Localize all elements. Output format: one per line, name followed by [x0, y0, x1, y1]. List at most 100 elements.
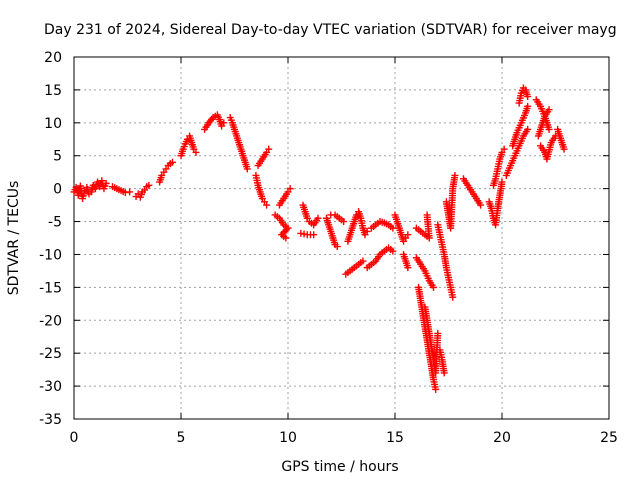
data-point: [545, 106, 553, 114]
x-axis-label: GPS time / hours: [281, 459, 398, 475]
x-tick-labels: 0 5 10 15 20 25: [70, 430, 618, 446]
series-arc-20: [485, 178, 506, 229]
data-point: [500, 145, 508, 153]
data-point: [524, 125, 532, 133]
series-arc-6: [177, 132, 200, 160]
data-point: [168, 158, 176, 166]
data-point: [281, 227, 289, 235]
data-points: [70, 84, 568, 393]
x-tick-label: 10: [279, 430, 297, 446]
data-point: [432, 385, 440, 393]
y-tick-labels: 20 15 10 5 0 -5 -10 -15 -20 -25 -30 -35: [39, 50, 62, 428]
series-arc-21b: [509, 102, 532, 150]
y-tick-label: -35: [39, 412, 62, 428]
data-point: [286, 185, 294, 193]
series-arc-19: [459, 175, 485, 209]
data-point: [404, 264, 412, 272]
chart-title: Day 231 of 2024, Sidereal Day-to-day VTE…: [44, 22, 617, 38]
plot-frame: [73, 56, 610, 420]
data-point: [451, 171, 459, 179]
series-arc-8: [226, 114, 251, 173]
y-axis-label: SDTVAR / TECUs: [6, 181, 22, 296]
x-tick-label: 20: [493, 430, 511, 446]
data-point: [524, 92, 532, 100]
series-arc-7: [201, 111, 228, 133]
data-point: [333, 243, 341, 251]
series-arc-25: [554, 125, 568, 153]
data-point: [389, 224, 397, 232]
series-arc-9: [252, 171, 271, 209]
series-arc-18: [434, 221, 457, 301]
x-tick-label: 15: [386, 430, 404, 446]
series-arc-22: [515, 84, 532, 107]
series-arc-24: [537, 132, 559, 163]
y-tick-label: -15: [39, 280, 62, 296]
y-tick-label: 15: [44, 83, 62, 99]
data-point: [524, 102, 532, 110]
x-tick-label: 0: [70, 430, 79, 446]
data-point: [423, 211, 431, 219]
data-point: [220, 119, 228, 127]
series-arc-17b: [421, 303, 442, 377]
series-arc-5: [156, 158, 176, 186]
y-tick-label: 10: [44, 116, 62, 132]
series-arc-13b: [342, 257, 367, 278]
data-point: [126, 188, 134, 196]
series-arc-3: [109, 183, 134, 197]
data-point: [145, 181, 153, 189]
y-tick-label: 20: [44, 50, 62, 66]
data-point: [359, 257, 367, 265]
series-arc-20b: [489, 145, 508, 189]
series-arc-11b: [297, 229, 318, 239]
data-point: [545, 125, 553, 133]
data-point: [265, 145, 273, 153]
y-tick-label: 5: [53, 149, 62, 165]
series-arc-9b: [254, 145, 273, 170]
series-arc-17c: [436, 346, 448, 377]
data-point: [449, 293, 457, 301]
series-arc-11: [299, 201, 322, 229]
data-point: [498, 178, 506, 186]
y-tick-label: -30: [39, 379, 62, 395]
y-tick-label: -5: [48, 215, 62, 231]
data-point: [192, 148, 200, 156]
data-point: [560, 145, 568, 153]
data-point: [282, 234, 290, 242]
data-point: [477, 201, 485, 209]
data-point: [363, 227, 371, 235]
series-arc-4: [132, 181, 153, 201]
data-point: [263, 201, 271, 209]
series-arc-15: [391, 211, 412, 245]
data-point: [404, 231, 412, 239]
data-point: [340, 218, 348, 226]
series-arc-18b: [442, 171, 459, 232]
series-arc-13: [344, 208, 371, 245]
data-point: [102, 179, 110, 187]
x-tick-label: 5: [177, 430, 186, 446]
series-arc-16b: [412, 254, 438, 291]
data-point: [389, 247, 397, 255]
series-arc-21: [502, 125, 532, 179]
y-tick-label: -25: [39, 346, 62, 362]
data-point: [314, 214, 322, 222]
series-arc-10b: [275, 185, 294, 209]
series-arc-14b: [363, 244, 397, 272]
data-point: [434, 329, 442, 337]
x-tick-label: 25: [600, 430, 618, 446]
data-point: [243, 165, 251, 173]
series-arc-23b: [534, 106, 553, 140]
series-arc-12b: [327, 211, 348, 226]
y-tick-label: 0: [53, 182, 62, 198]
series-arc-12: [323, 214, 341, 251]
data-point: [440, 369, 448, 377]
y-tick-label: -10: [39, 247, 62, 263]
series-arc-14: [367, 218, 397, 232]
data-point: [430, 283, 438, 291]
axis-ticks: [73, 56, 610, 420]
data-point: [310, 231, 318, 239]
series-arc-2: [87, 177, 110, 196]
series-arc-15b: [400, 250, 412, 272]
y-tick-label: -20: [39, 313, 62, 329]
series-arc-16: [412, 211, 433, 242]
